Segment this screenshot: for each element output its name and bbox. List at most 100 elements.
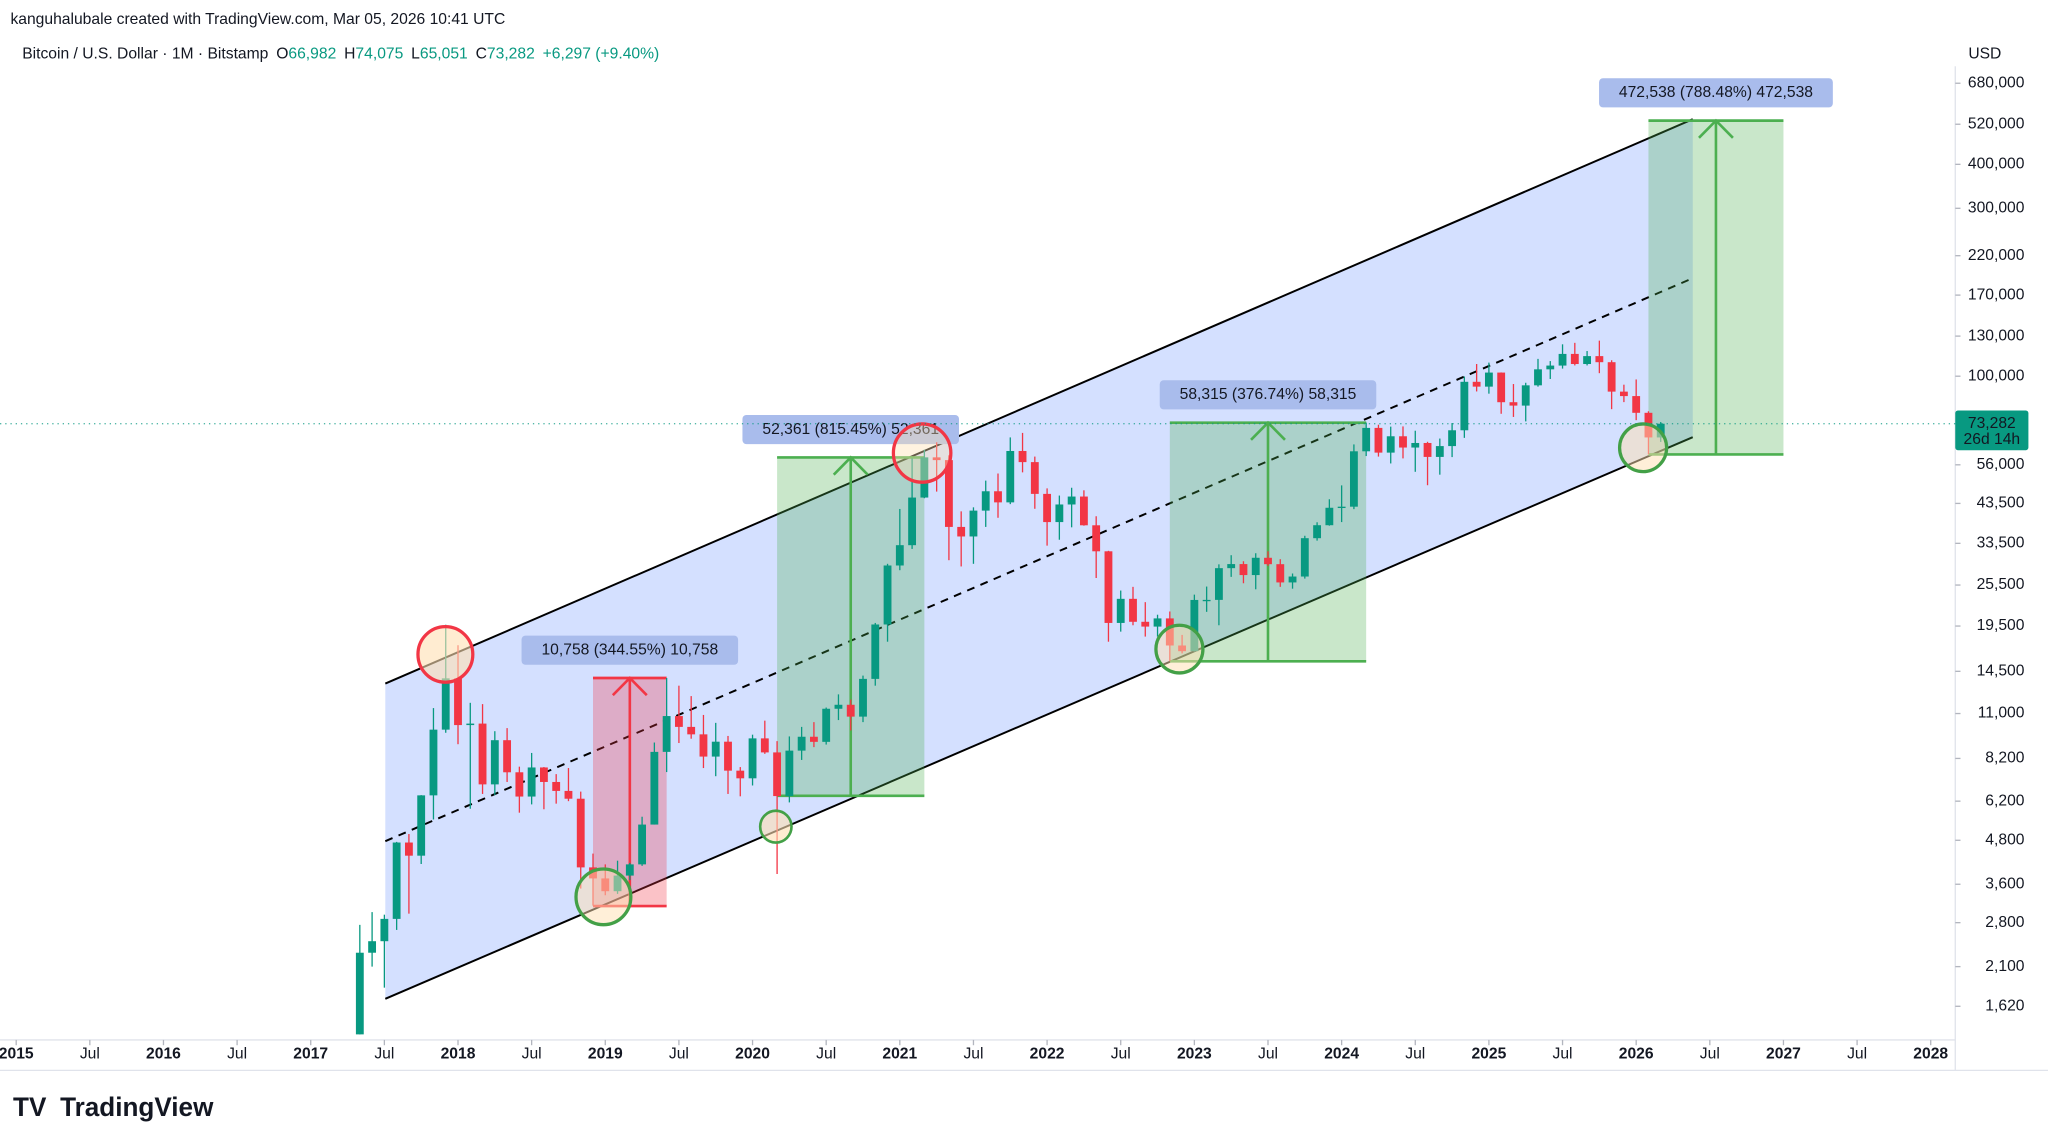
x-tick-label: 2017 bbox=[293, 1046, 328, 1063]
candle bbox=[1276, 559, 1285, 587]
candle bbox=[576, 791, 585, 889]
candle-body bbox=[1325, 507, 1334, 526]
x-tick-label: 2027 bbox=[1766, 1046, 1801, 1063]
candle-body bbox=[503, 740, 512, 773]
candle bbox=[1509, 384, 1518, 417]
candle-body bbox=[1300, 538, 1309, 577]
candle bbox=[1325, 499, 1334, 526]
candle-body bbox=[969, 510, 978, 537]
candle bbox=[1595, 340, 1604, 374]
candle bbox=[932, 442, 941, 492]
candle bbox=[1632, 379, 1641, 421]
candle bbox=[797, 726, 806, 760]
bottom-marker bbox=[1617, 422, 1669, 474]
top-marker bbox=[891, 422, 953, 484]
candle bbox=[1202, 586, 1211, 612]
y-tick-label: 33,500 bbox=[1977, 534, 2025, 551]
candle bbox=[908, 458, 917, 549]
candle bbox=[859, 675, 867, 723]
candle bbox=[1288, 573, 1297, 589]
candle-body bbox=[1619, 391, 1628, 397]
candle-body bbox=[638, 824, 647, 865]
logo-mark: TV bbox=[13, 1092, 47, 1122]
candle-body bbox=[895, 545, 904, 566]
candle-body bbox=[711, 741, 720, 757]
candle bbox=[920, 449, 929, 499]
candle bbox=[1251, 553, 1260, 590]
candle bbox=[785, 736, 794, 803]
candle bbox=[429, 708, 438, 820]
candle-body bbox=[1227, 564, 1236, 569]
candle-body bbox=[760, 738, 769, 753]
x-tick-label: 2018 bbox=[441, 1046, 476, 1063]
candle-body bbox=[932, 457, 941, 461]
candle-body bbox=[834, 704, 843, 709]
measure-label-bg bbox=[521, 635, 739, 665]
candle bbox=[503, 728, 512, 782]
candle-body bbox=[1153, 618, 1162, 627]
candle bbox=[1570, 342, 1579, 366]
candle bbox=[760, 720, 769, 754]
candle-body bbox=[736, 770, 745, 779]
candle-body bbox=[1595, 356, 1604, 363]
candle-body bbox=[1423, 442, 1432, 457]
candle bbox=[1055, 495, 1064, 540]
y-tick-label: 11,000 bbox=[1978, 705, 2025, 722]
candle-body bbox=[1104, 551, 1113, 623]
bottom-marker bbox=[574, 867, 633, 927]
x-tick-label: 2016 bbox=[146, 1046, 181, 1063]
candle-body bbox=[1534, 369, 1542, 386]
candle bbox=[1116, 590, 1125, 632]
candle-body bbox=[1337, 506, 1346, 509]
candle-body bbox=[1632, 396, 1641, 413]
candle-body bbox=[1264, 557, 1272, 565]
top-marker bbox=[416, 624, 475, 684]
bottom-marker bbox=[758, 809, 793, 844]
candle bbox=[1337, 485, 1346, 523]
measure-label: 58,315 (376.74%) 58,315 bbox=[1180, 386, 1357, 403]
candle bbox=[957, 511, 966, 567]
candle bbox=[1092, 516, 1101, 579]
measure-arrowhead bbox=[1250, 420, 1286, 441]
candle-body bbox=[576, 798, 585, 868]
candle bbox=[1043, 488, 1052, 546]
change: +6,297 (+9.40%) bbox=[543, 45, 660, 62]
y-tick-label: 19,500 bbox=[1977, 617, 2025, 634]
candle-body bbox=[1030, 462, 1039, 494]
y-tick-label: 1,620 bbox=[1985, 997, 2024, 1014]
candle-body bbox=[355, 952, 364, 1035]
candle bbox=[1472, 364, 1481, 392]
y-tick-label: 520,000 bbox=[1968, 115, 2025, 132]
candle bbox=[515, 766, 524, 813]
candle bbox=[1264, 551, 1272, 566]
candle bbox=[773, 741, 782, 874]
candle-body bbox=[994, 491, 1002, 503]
candle bbox=[539, 767, 548, 810]
candle-body bbox=[441, 678, 450, 730]
candle bbox=[417, 795, 426, 865]
candle-body bbox=[773, 752, 782, 797]
candle-body bbox=[1116, 598, 1125, 623]
countdown: 26d 14h bbox=[1964, 431, 2021, 448]
candle bbox=[699, 714, 708, 769]
logo-text: TradingView bbox=[60, 1092, 214, 1122]
candle bbox=[944, 455, 953, 561]
x-tick-label: Jul bbox=[669, 1046, 689, 1063]
candle-body bbox=[392, 842, 401, 919]
candle bbox=[1448, 423, 1457, 458]
candle-body bbox=[674, 716, 683, 727]
x-tick-label: 2021 bbox=[882, 1046, 917, 1063]
x-tick-label: Jul bbox=[1405, 1046, 1425, 1063]
y-tick-label: 4,800 bbox=[1985, 831, 2024, 848]
candle bbox=[1607, 360, 1616, 410]
candle bbox=[969, 507, 978, 564]
candle-body bbox=[1043, 493, 1052, 523]
x-tick-label: 2023 bbox=[1177, 1046, 1212, 1063]
candle-body bbox=[797, 736, 806, 751]
candle-body bbox=[908, 497, 917, 546]
candle-body bbox=[454, 678, 462, 726]
candle-body bbox=[1288, 576, 1297, 583]
channel-middle bbox=[384, 277, 1694, 843]
x-tick-label: Jul bbox=[816, 1046, 836, 1063]
